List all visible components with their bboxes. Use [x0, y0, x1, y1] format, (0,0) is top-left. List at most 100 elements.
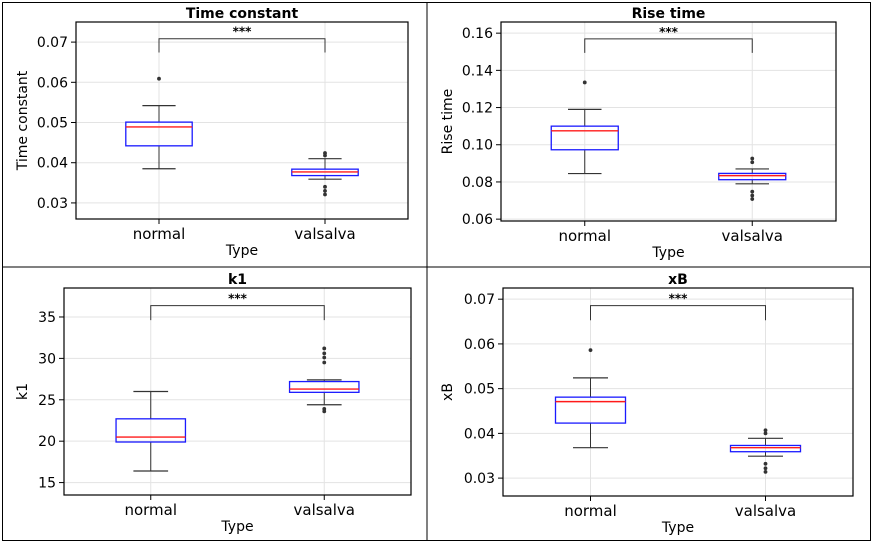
outlier-point [322, 355, 327, 360]
y-axis-label: xB [440, 383, 456, 401]
outlier-point [323, 151, 327, 155]
outlier-point [157, 76, 161, 81]
box-valsalva [288, 346, 360, 414]
box-normal [550, 80, 619, 175]
outlier-point [750, 160, 755, 165]
outlier-point [750, 193, 755, 198]
axes-frame [75, 21, 409, 220]
outlier-point [763, 428, 768, 433]
y-axis-label: k1 [15, 383, 31, 400]
y-tick-label: 0.03 [37, 196, 68, 212]
y-tick-label: 0.08 [462, 175, 493, 191]
subplot-4: 0.03 0.04 0.05 0.06 0.07 normal valsalva *** xB T… [440, 272, 854, 536]
y-tick-label: 20 [38, 434, 56, 450]
box-normal [125, 76, 193, 170]
y-tick-label: 0.14 [462, 63, 493, 79]
y-tick-label: 0.05 [37, 116, 68, 132]
box-iqr [729, 444, 802, 453]
y-tick-label: 25 [38, 393, 56, 409]
x-tick-label: normal [124, 501, 177, 519]
chart-title: k1 [228, 272, 247, 288]
chart-title: xB [668, 272, 688, 288]
outlier-point [750, 197, 755, 201]
outlier-point [750, 189, 755, 194]
x-tick-label: valsalva [294, 501, 355, 519]
outlier-point [322, 406, 327, 411]
outlier-point [323, 192, 327, 197]
x-tick-label: valsalva [735, 502, 796, 520]
subplot-2: 0.06 0.08 0.10 0.12 0.14 0.16 normal valsalva **… [440, 6, 837, 261]
chart-title: Time constant [186, 6, 299, 22]
y-tick-label: 0.06 [462, 212, 493, 228]
outlier-point [763, 461, 768, 466]
plot-area [76, 22, 408, 219]
box-iqr [115, 418, 187, 443]
box-iqr [554, 396, 627, 424]
box-valsalva [718, 156, 787, 201]
y-tick-label: 15 [38, 476, 56, 492]
x-tick-label: valsalva [722, 227, 783, 245]
axes-frame [502, 287, 854, 497]
subplot-1: 0.03 0.04 0.05 0.06 0.07 normal valsalva *** Tim… [15, 6, 409, 259]
axes-frame [63, 287, 412, 496]
significance-label: *** [228, 292, 248, 306]
y-tick-label: 0.05 [464, 382, 495, 398]
y-tick-label: 0.04 [464, 426, 495, 442]
y-tick-label: 0.06 [464, 337, 495, 353]
x-axis-label: Type [651, 245, 684, 261]
significance-label: *** [669, 292, 689, 306]
x-tick-label: normal [564, 502, 617, 520]
outlier-point [763, 466, 768, 471]
x-axis-label: Type [225, 243, 258, 259]
outlier-point [763, 431, 768, 436]
outlier-point [323, 188, 327, 193]
plot-area [501, 22, 836, 221]
box-iqr [550, 125, 619, 151]
plot-area [503, 288, 853, 496]
box-normal [115, 390, 187, 472]
x-tick-label: normal [558, 227, 611, 245]
y-tick-label: 0.12 [462, 101, 493, 117]
y-tick-label: 0.07 [37, 35, 68, 51]
outlier-point [588, 348, 593, 353]
outlier-point [323, 184, 327, 189]
outlier-point [322, 351, 327, 356]
y-axis-label: Rise time [440, 89, 456, 155]
y-tick-label: 0.10 [462, 138, 493, 154]
y-tick-label: 30 [38, 351, 56, 367]
significance-label: *** [233, 25, 253, 39]
significance-bracket [590, 305, 766, 321]
x-axis-label: Type [220, 519, 253, 535]
y-tick-label: 0.04 [37, 156, 68, 172]
significance-label: *** [659, 25, 679, 39]
outlier-point [750, 156, 755, 161]
axes-frame [500, 21, 837, 222]
outlier-point [322, 346, 327, 351]
y-tick-label: 0.16 [462, 26, 493, 42]
x-tick-label: valsalva [294, 225, 355, 243]
outlier-point [763, 469, 768, 474]
y-axis-label: Time constant [15, 70, 31, 171]
outlier-point [322, 360, 327, 365]
significance-bracket [158, 38, 326, 53]
x-tick-label: normal [133, 225, 186, 243]
outlier-point [582, 80, 587, 85]
y-tick-label: 0.07 [464, 292, 495, 308]
y-tick-label: 35 [38, 310, 56, 326]
chart-title: Rise time [632, 6, 706, 22]
plot-area [64, 288, 411, 495]
significance-bracket [584, 38, 753, 53]
figure-border [2, 2, 871, 541]
subplot-3: 15 20 25 30 35 normal valsalva *** k1 Type k1 [15, 272, 412, 535]
box-iqr [288, 380, 360, 393]
box-iqr [125, 121, 193, 147]
box-normal [554, 348, 627, 449]
box-valsalva [729, 428, 802, 474]
y-tick-label: 0.03 [464, 471, 495, 487]
box-valsalva [291, 151, 359, 197]
significance-bracket [150, 305, 325, 321]
x-axis-label: Type [661, 520, 694, 536]
box-iqr [718, 172, 787, 181]
y-tick-label: 0.06 [37, 75, 68, 91]
